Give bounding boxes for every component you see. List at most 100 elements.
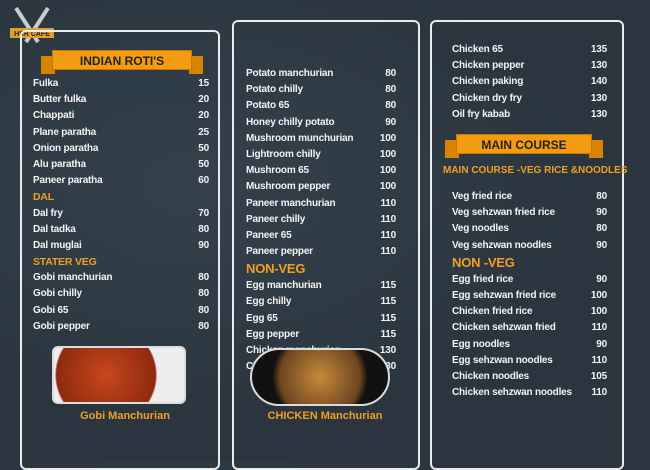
menu-list-left: Fulka 15 Butter fulka 20 Chappati 20 Plane par…: [33, 76, 209, 335]
section-subtitle: MAIN COURSE -VEG RICE &NOODLES: [443, 165, 628, 176]
item-name: Chicken paking: [452, 76, 524, 88]
menu-item: Egg noodles 90: [452, 337, 607, 353]
menu-item: Egg sehzwan noodles 110: [452, 353, 607, 369]
menu-item: Paneer 65 110: [246, 228, 396, 244]
item-price: 100: [379, 132, 396, 144]
item-name: Chappati: [33, 110, 75, 122]
item-price: 100: [379, 165, 396, 177]
item-price: 80: [385, 68, 396, 79]
item-name: Dal tadka: [33, 223, 76, 235]
item-price: 100: [379, 181, 396, 193]
item-price: 80: [596, 191, 607, 202]
category-heading: NON-VEG: [246, 260, 396, 278]
item-name: Gobi chilly: [33, 288, 82, 300]
item-name: Dal muglai: [33, 239, 82, 251]
item-name: Gobi 65: [33, 304, 69, 316]
menu-item: Chicken paking 140: [452, 74, 607, 90]
menu-item: Oil fry kabab 130: [452, 107, 607, 123]
menu-item: Mushroom 65 100: [246, 163, 396, 179]
menu-item: Fulka 15: [33, 76, 209, 92]
menu-item: Paneer chilly 110: [246, 212, 396, 228]
menu-item: Veg noodles 80: [452, 221, 607, 237]
item-name: Lightroom chilly: [246, 148, 321, 160]
item-price: 80: [198, 320, 209, 332]
item-name: Fulka: [33, 78, 59, 89]
item-price: 100: [379, 148, 396, 160]
item-price: 80: [596, 223, 607, 235]
category-label: STATER VEG: [33, 256, 97, 269]
item-name: Egg chilly: [246, 296, 292, 308]
menu-item: Paneer manchurian 110: [246, 196, 396, 212]
menu-item: Dal muglai 90: [33, 238, 209, 254]
category-label: DAL: [33, 191, 54, 204]
menu-item: Egg fried rice 90: [452, 272, 607, 288]
menu-item: Gobi 65 80: [33, 303, 209, 319]
menu-item: Chicken 65 135: [452, 42, 607, 58]
menu-item: Chicken sehzwan noodles 110: [452, 385, 607, 401]
menu-item: Veg sehzwan noodles 90: [452, 238, 607, 254]
item-price: 70: [198, 207, 209, 219]
menu-item: Honey chilly potato 90: [246, 115, 396, 131]
item-name: Chicken noodles: [452, 370, 530, 382]
menu-item: Egg sehzwan fried rice 100: [452, 288, 607, 304]
menu-item: Potato 65 80: [246, 98, 396, 114]
menu-list-right: Veg fried rice 80 Veg sehzwan fried rice 90…: [452, 189, 607, 401]
item-name: Chicken 65: [452, 44, 503, 55]
photo-caption: CHICKEN Manchurian: [267, 410, 383, 422]
photo-caption: Gobi Manchurian: [80, 410, 170, 422]
item-price: 90: [198, 239, 209, 251]
menu-item: Dal tadka 80: [33, 222, 209, 238]
menu-item: Plane paratha 25: [33, 125, 209, 141]
item-name: Paneer 65: [246, 229, 292, 241]
item-name: Potato chilly: [246, 84, 303, 96]
menu-item: Paneer paratha 60: [33, 173, 209, 189]
item-price: 130: [379, 345, 396, 356]
item-name: Egg sehzwan noodles: [452, 354, 553, 366]
menu-item: Chicken pepper 130: [452, 58, 607, 74]
item-price: 110: [591, 387, 607, 399]
item-name: Honey chilly potato: [246, 116, 335, 128]
section-banner-main-course: MAIN COURSE: [445, 134, 603, 158]
item-price: 90: [596, 239, 607, 251]
item-price: 110: [380, 246, 396, 258]
item-name: Potato 65: [246, 100, 290, 112]
item-price: 20: [198, 110, 209, 122]
menu-item: Chappati 20: [33, 108, 209, 124]
item-price: 15: [198, 78, 209, 89]
gobi-manchurian-photo: [52, 346, 186, 404]
item-price: 110: [380, 197, 396, 209]
item-price: 20: [198, 94, 209, 106]
item-price: 90: [596, 338, 607, 350]
item-name: Mushroom pepper: [246, 181, 331, 193]
item-price: 90: [596, 273, 607, 285]
menu-item: Egg pepper 115: [246, 327, 396, 343]
menu-item: Chicken fried rice 100: [452, 304, 607, 320]
item-price: 80: [198, 272, 209, 284]
item-name: Mushroom 65: [246, 165, 309, 177]
item-price: 80: [385, 84, 396, 96]
menu-item: Gobi manchurian 80: [33, 270, 209, 286]
menu-item: Egg 65 115: [246, 311, 396, 327]
menu-item: Lightroom chilly 100: [246, 147, 396, 163]
item-name: Chicken dry fry: [452, 92, 522, 104]
item-price: 115: [380, 312, 396, 324]
item-name: Egg sehzwan fried rice: [452, 289, 556, 301]
menu-item: Egg chilly 115: [246, 294, 396, 310]
item-name: Dal fry: [33, 207, 63, 219]
item-price: 60: [198, 175, 209, 187]
item-name: Gobi manchurian: [33, 272, 113, 284]
menu-item: Mushroom munchurian 100: [246, 131, 396, 147]
item-name: Chicken fried rice: [452, 306, 533, 318]
item-name: Plane paratha: [33, 126, 96, 138]
item-name: Veg fried rice: [452, 191, 513, 202]
menu-item: Butter fulka 20: [33, 92, 209, 108]
item-price: 80: [385, 100, 396, 112]
item-price: 115: [380, 280, 396, 292]
item-price: 110: [380, 229, 396, 241]
item-price: 100: [590, 306, 607, 318]
item-price: 90: [596, 207, 607, 219]
category-heading: STATER VEG: [33, 254, 209, 270]
item-price: 110: [591, 322, 607, 334]
menu-item: Veg sehzwan fried rice 90: [452, 205, 607, 221]
item-name: Veg sehzwan fried rice: [452, 207, 555, 219]
